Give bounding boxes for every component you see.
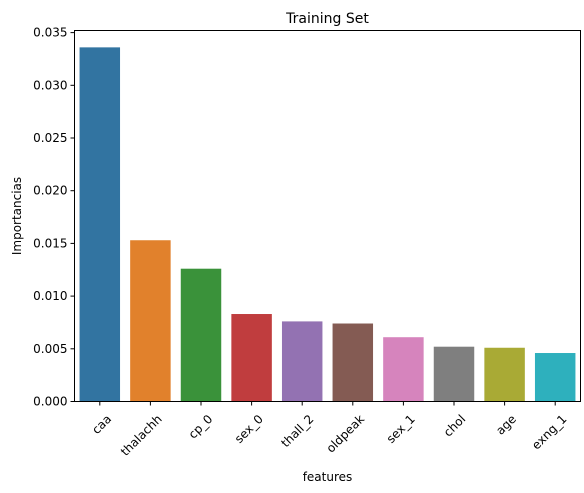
y-tick-label: 0.000	[33, 395, 67, 409]
x-tick-label-caa: caa	[89, 412, 114, 437]
y-tick-label: 0.035	[33, 26, 67, 40]
y-tick-label: 0.020	[33, 184, 67, 198]
bar-sex_1	[383, 337, 424, 402]
y-tick-label: 0.015	[33, 236, 67, 250]
x-tick-label-sex_0: sex_0	[232, 412, 266, 446]
x-axis-label: features	[303, 470, 353, 484]
bar-exng_1	[534, 353, 576, 402]
bars-group	[79, 47, 576, 402]
bar-thall_2	[281, 321, 323, 402]
x-axis: caa thalachh cp_0 sex_0 thall_2 oldpeak sex_1 c…	[89, 401, 570, 459]
bar-sex_0	[231, 314, 272, 402]
bar-thalachh	[130, 240, 171, 402]
x-tick-label-chol: chol	[441, 412, 468, 439]
x-tick-label-oldpeak: oldpeak	[324, 412, 368, 456]
plot-frame	[74, 30, 581, 402]
x-tick-label-exng_1: exng_1	[529, 412, 569, 452]
x-tick-label-thall_2: thall_2	[278, 412, 316, 450]
y-tick-label: 0.025	[33, 131, 67, 145]
y-axis: 0.000 0.005 0.010 0.015 0.020 0.025 0.030 0.035	[33, 26, 75, 409]
x-tick-label-cp_0: cp_0	[186, 412, 216, 442]
y-tick-label: 0.030	[33, 78, 67, 92]
bar-chol	[433, 346, 475, 402]
bar-age	[484, 347, 525, 402]
bar-oldpeak	[332, 323, 374, 402]
y-tick-label: 0.010	[33, 289, 67, 303]
bar-cp_0	[180, 268, 222, 402]
y-tick-label: 0.005	[33, 342, 67, 356]
y-axis-label: Importancias	[10, 177, 24, 255]
x-tick-label-sex_1: sex_1	[384, 412, 418, 446]
chart-title: Training Set	[285, 11, 369, 27]
x-tick-label-thalachh: thalachh	[118, 412, 165, 459]
x-tick-label-age: age	[493, 412, 519, 438]
bar-caa	[79, 47, 121, 402]
